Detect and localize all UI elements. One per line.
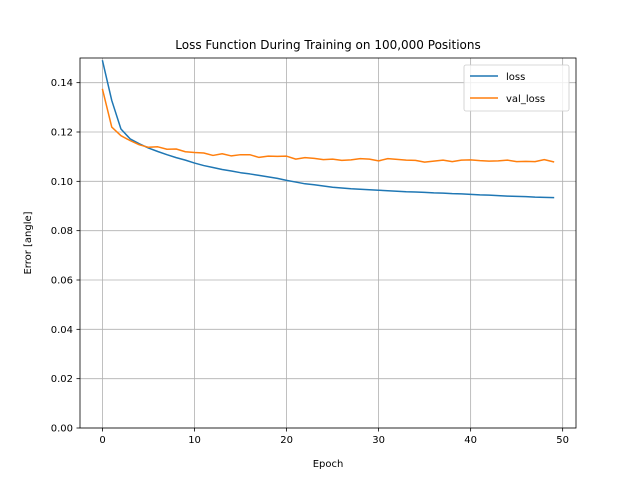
y-axis-label: Error [angle] [23, 211, 34, 274]
y-tick-label: 0.04 [51, 325, 73, 336]
x-tick-label: 30 [372, 435, 385, 446]
y-tick-label: 0.08 [51, 226, 73, 237]
y-tick-label: 0.06 [51, 276, 73, 287]
plot-frame [79, 57, 577, 429]
legend: loss val_loss [463, 64, 570, 112]
legend-label: val_loss [506, 94, 545, 105]
x-tick-label: 40 [464, 435, 477, 446]
chart-title: Loss Function During Training on 100,000… [175, 38, 480, 52]
series-line-loss [101, 60, 555, 199]
series-layer [101, 60, 555, 199]
y-tick-label: 0.10 [51, 177, 73, 188]
grid [80, 58, 576, 429]
x-tick-label: 0 [99, 435, 105, 446]
x-tick-label: 20 [280, 435, 293, 446]
x-axis-label: Epoch [313, 459, 344, 470]
y-tick-label: 0.12 [51, 128, 73, 139]
legend-label: loss [506, 72, 525, 83]
x-tick-label: 10 [188, 435, 201, 446]
y-tick-label: 0.00 [51, 424, 73, 435]
y-tick-label: 0.14 [51, 78, 73, 89]
y-tick-label: 0.02 [51, 374, 73, 385]
series-line-val-loss [101, 88, 555, 163]
x-tick-label: 50 [556, 435, 569, 446]
ticks: 0 10 20 30 40 50 0.00 0.02 0.04 0.06 0.08 0.10 0.12 0… [51, 78, 569, 446]
